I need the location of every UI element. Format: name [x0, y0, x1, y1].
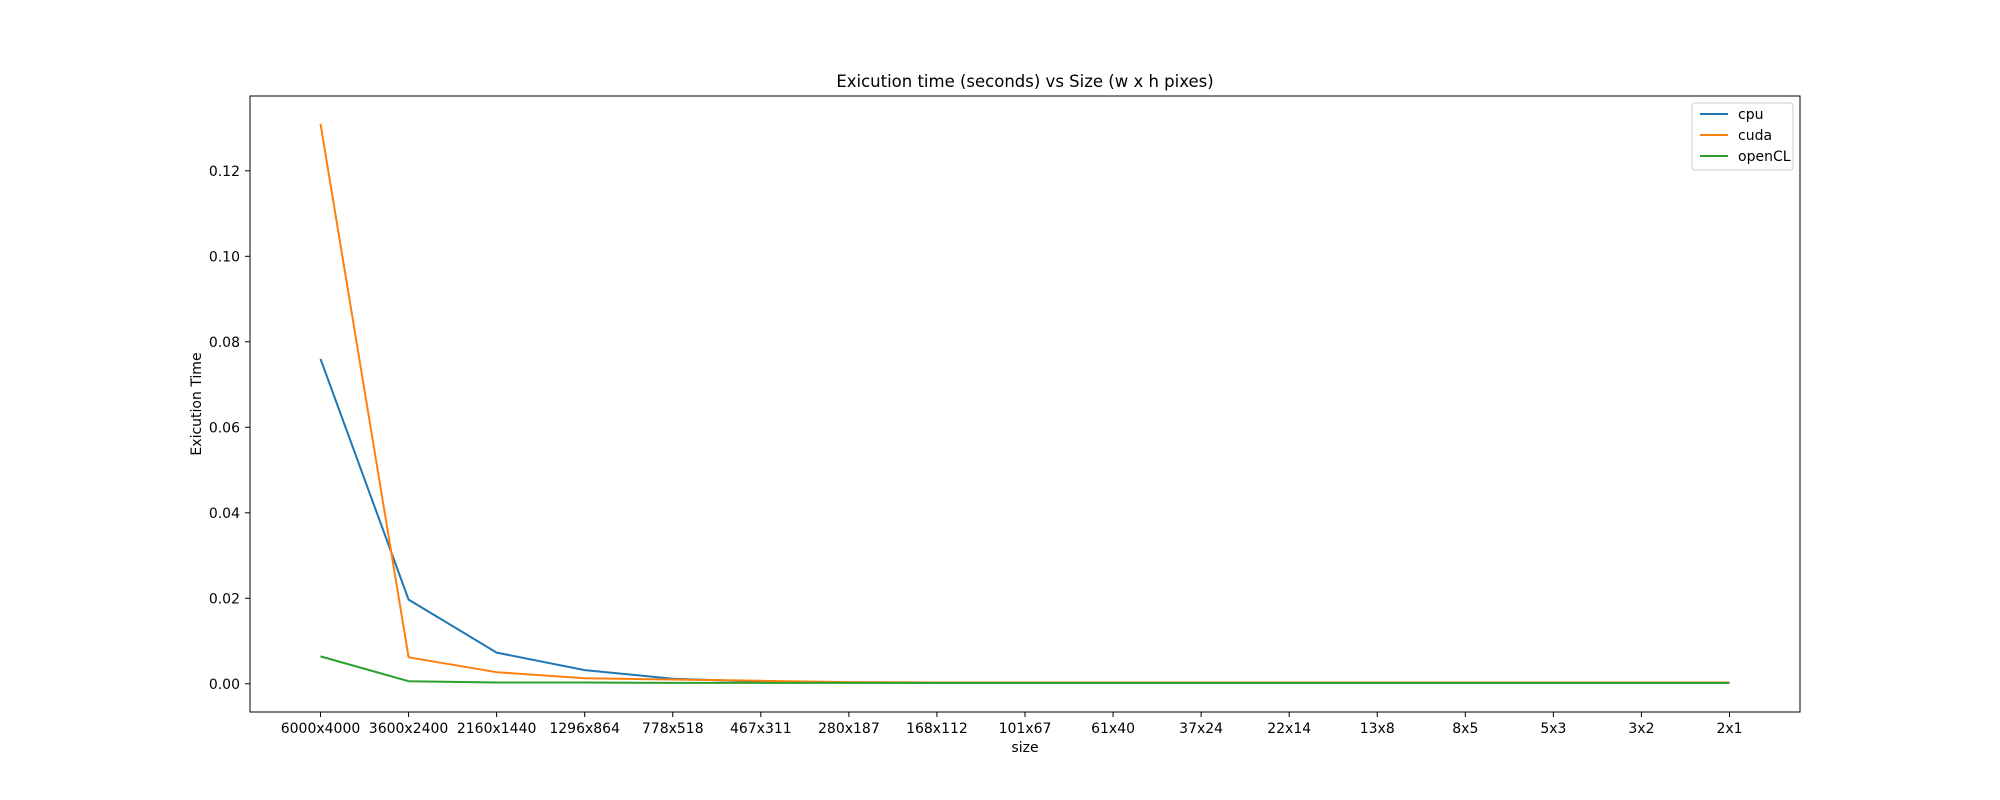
x-tick-label: 1296x864 — [549, 721, 620, 737]
legend: cpu cuda openCL — [1691, 102, 1794, 171]
legend-label-opencl: openCL — [1738, 149, 1791, 165]
y-tick-label: 0.08 — [209, 335, 240, 351]
x-tick-label: 280x187 — [818, 721, 880, 737]
series-line-cpu — [319, 358, 1730, 684]
x-tick-label: 13x8 — [1360, 721, 1395, 737]
x-axis: 6000x4000 3600x2400 2160x1440 1296x864 778x5… — [281, 712, 1743, 737]
chart-title: Exicution time (seconds) vs Size (w x h … — [836, 72, 1213, 91]
x-tick-label: 37x24 — [1179, 721, 1223, 737]
x-tick-label: 778x518 — [642, 721, 704, 737]
x-tick-label: 168x112 — [906, 721, 968, 737]
y-tick-label: 0.00 — [209, 677, 240, 693]
x-tick-label: 22x14 — [1267, 721, 1311, 737]
x-tick-label: 61x40 — [1091, 721, 1135, 737]
series-line-cuda — [319, 123, 1730, 684]
y-tick-label: 0.06 — [209, 420, 240, 436]
x-tick-label: 2x1 — [1716, 721, 1742, 737]
series-line-opencl — [320, 655, 1730, 684]
legend-label-cuda: cuda — [1738, 128, 1772, 144]
legend-label-cpu: cpu — [1738, 107, 1763, 123]
y-tick-label: 0.10 — [209, 249, 240, 265]
series-lines — [319, 123, 1730, 684]
y-axis-title: Exicution Time — [189, 352, 205, 455]
y-axis: 0.00 0.02 0.04 0.06 0.08 0.10 0.12 — [209, 164, 250, 693]
x-axis-title: size — [1011, 740, 1038, 756]
x-tick-label: 2160x1440 — [457, 721, 537, 737]
x-tick-label: 8x5 — [1452, 721, 1478, 737]
plot-area-frame — [249, 95, 1801, 713]
y-tick-label: 0.04 — [209, 506, 240, 522]
x-tick-label: 101x67 — [999, 721, 1052, 737]
x-tick-label: 3x2 — [1628, 721, 1654, 737]
x-tick-label: 6000x4000 — [281, 721, 361, 737]
x-tick-label: 5x3 — [1540, 721, 1566, 737]
x-tick-label: 3600x2400 — [369, 721, 449, 737]
y-tick-label: 0.12 — [209, 164, 240, 180]
legend-box — [1691, 102, 1794, 171]
x-tick-label: 467x311 — [730, 721, 792, 737]
y-tick-label: 0.02 — [209, 591, 240, 607]
